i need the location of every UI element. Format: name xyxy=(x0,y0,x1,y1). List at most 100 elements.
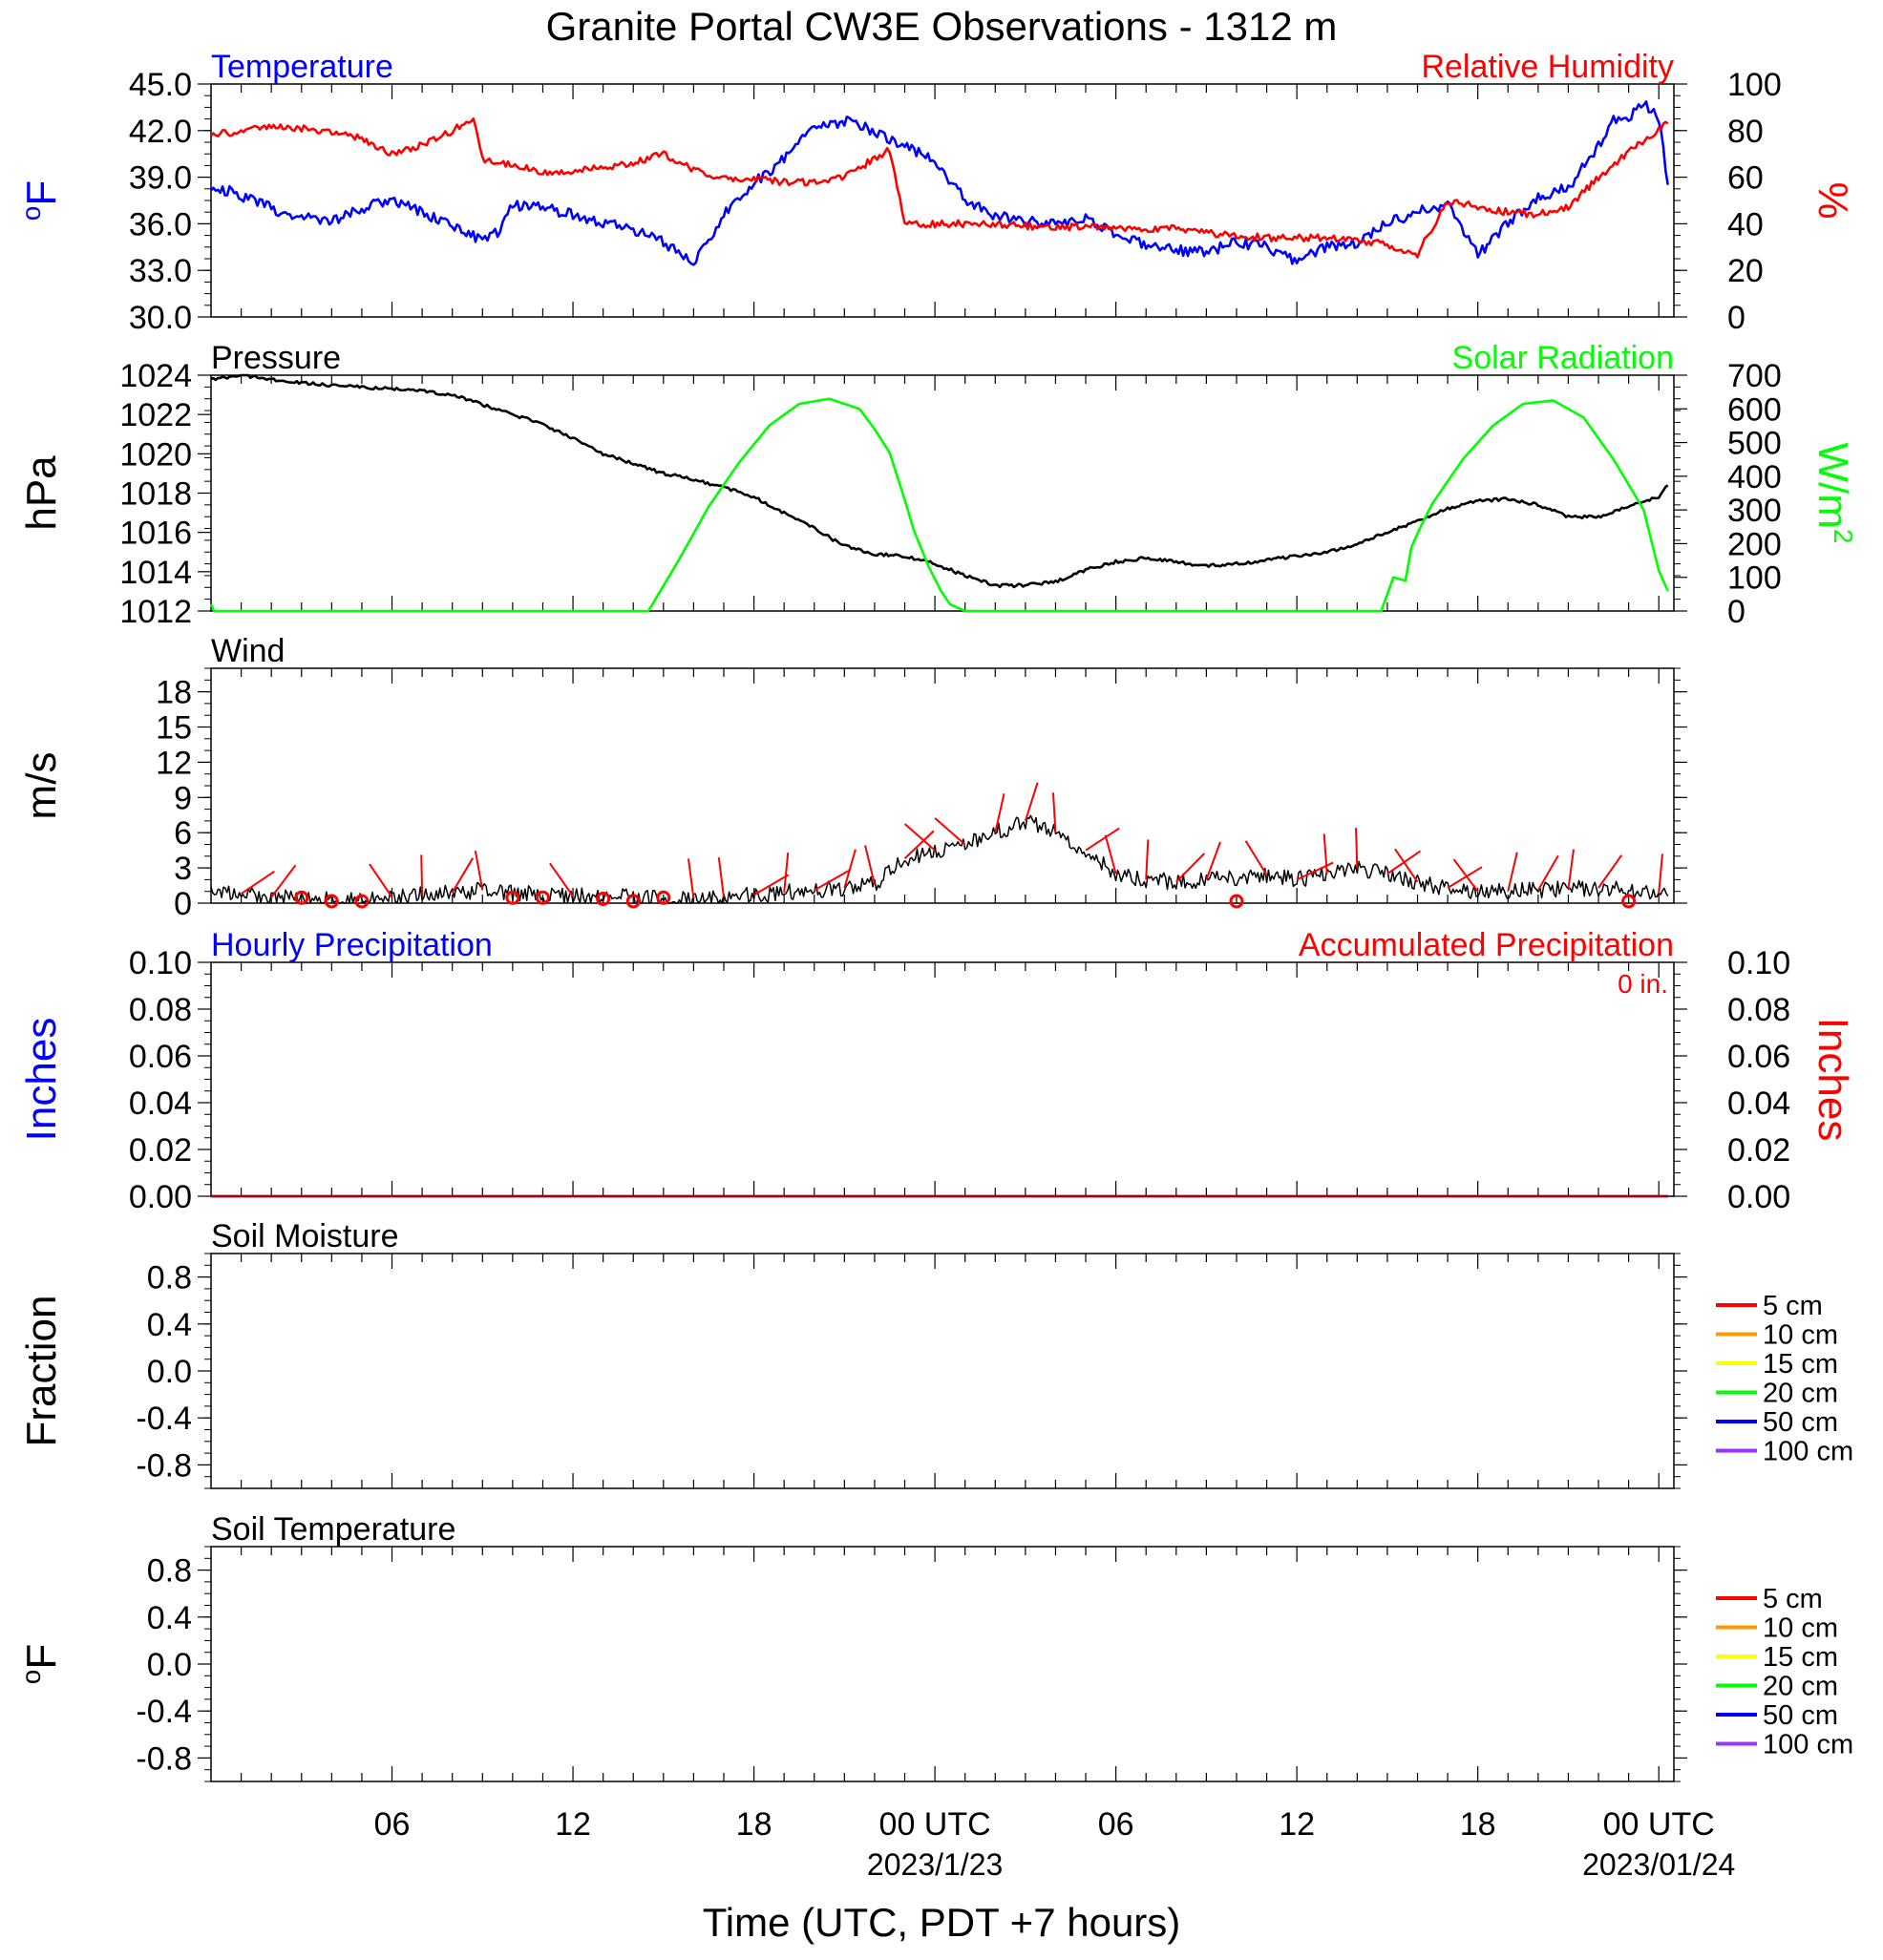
wind-barb xyxy=(451,857,475,894)
y-axis-label-left: m/s xyxy=(18,752,65,820)
wind-barb xyxy=(1507,852,1518,892)
calm-wind-marker xyxy=(1229,894,1244,909)
y-tick-label-right: 0 xyxy=(1727,594,1745,630)
wind-barb xyxy=(1145,839,1150,880)
wind-barb xyxy=(1244,840,1268,876)
wind-barb xyxy=(369,863,393,898)
plot-frame xyxy=(210,1546,1675,1782)
wind-barb xyxy=(783,853,790,894)
y-tick-label-right: 0.00 xyxy=(1727,1179,1790,1215)
y-axis-label-left: oF xyxy=(16,180,65,221)
plot-frame xyxy=(210,1253,1675,1489)
legend-label: 100 cm xyxy=(1763,1437,1853,1467)
y-tick-label-right: 500 xyxy=(1727,426,1782,462)
x-date-label: 2023/1/23 xyxy=(867,1847,1003,1882)
y-tick-label-left: 33.0 xyxy=(129,253,192,289)
legend-label: 5 cm xyxy=(1763,1291,1823,1321)
wind-barb xyxy=(1104,834,1117,875)
calm-wind-marker xyxy=(535,890,550,905)
accumulation-annotation: 0 in. xyxy=(1618,969,1668,999)
legend-label: 50 cm xyxy=(1763,1407,1838,1438)
y-axis-label-left: Inches xyxy=(18,1018,65,1142)
wind-barb xyxy=(934,817,966,846)
legend-label: 10 cm xyxy=(1763,1320,1838,1351)
y-tick-label-left: 0.8 xyxy=(147,1260,192,1296)
y-tick-label-left: 30.0 xyxy=(129,300,192,336)
x-tick-label: 12 xyxy=(1279,1806,1315,1843)
series-relative-humidity xyxy=(210,117,1669,259)
wind-barb xyxy=(843,849,857,889)
panel-precip: 0.00 0.02 0.04 0.06 0.08 0.10 0.00 0.02 0.04 0.06… xyxy=(18,927,1856,1215)
wind-barb xyxy=(864,845,876,885)
wind-barb xyxy=(241,870,275,895)
figure-title: Granite Portal CW3E Observations - 1312 … xyxy=(546,4,1338,49)
panel-title-left: Pressure xyxy=(211,340,341,376)
y-tick-label-left: 18 xyxy=(156,675,192,711)
y-axis-label-right: % xyxy=(1809,181,1856,219)
wind-barb xyxy=(1085,827,1120,852)
wind-barb xyxy=(1658,854,1663,895)
calm-wind-marker xyxy=(1621,894,1637,909)
y-tick-label-right: 60 xyxy=(1727,160,1764,197)
legend-label: 100 cm xyxy=(1763,1730,1853,1760)
y-tick-label-left: -0.8 xyxy=(136,1740,192,1777)
y-tick-label-left: 0.8 xyxy=(147,1553,192,1590)
y-tick-label-left: -0.4 xyxy=(136,1694,192,1730)
calm-wind-marker xyxy=(354,894,370,909)
x-tick-label: 18 xyxy=(736,1806,772,1843)
y-tick-label-left: 42.0 xyxy=(129,114,192,150)
y-tick-label-left: 1014 xyxy=(119,555,192,591)
y-tick-label-right: 80 xyxy=(1727,114,1764,150)
y-tick-label-left: 1018 xyxy=(119,476,192,513)
y-tick-label-left: 1024 xyxy=(119,358,192,394)
legend-label: 15 cm xyxy=(1763,1349,1838,1380)
y-tick-label-right: 600 xyxy=(1727,391,1782,428)
calm-wind-marker xyxy=(294,890,309,905)
wind-barb xyxy=(753,874,790,896)
y-tick-label-right: 0 xyxy=(1727,300,1745,336)
panel-title-right: Relative Humidity xyxy=(1421,49,1674,85)
y-tick-label-right: 400 xyxy=(1727,459,1782,495)
y-tick-label-left: 1020 xyxy=(119,436,192,473)
y-tick-label-left: 0.0 xyxy=(147,1647,192,1683)
wind-barb xyxy=(1452,858,1479,893)
wind-barb xyxy=(1536,854,1559,891)
y-tick-label-left: 9 xyxy=(174,780,192,816)
y-tick-label-left: 0.0 xyxy=(147,1354,192,1390)
y-tick-label-right: 200 xyxy=(1727,526,1782,562)
wind-barb xyxy=(717,857,725,897)
x-tick-label: 00 UTC xyxy=(879,1806,991,1843)
y-axis-label-right: Inches xyxy=(1809,1018,1856,1142)
series-solar-radiation xyxy=(209,397,1669,613)
x-tick-label: 06 xyxy=(374,1806,411,1843)
y-tick-label-left: 12 xyxy=(156,745,192,781)
panel-soil-moisture: -0.8 -0.4 0.0 0.4 0.8 Soil Moisture Fraction 5 … xyxy=(18,1218,1853,1489)
y-tick-label-left: 36.0 xyxy=(129,206,192,242)
y-axis-label-left: Fraction xyxy=(18,1296,65,1447)
legend-label: 20 cm xyxy=(1763,1379,1838,1409)
panel-title-left: Soil Temperature xyxy=(211,1511,455,1548)
y-tick-label-right: 0.08 xyxy=(1727,992,1790,1028)
wind-barb xyxy=(420,854,424,896)
legend-label: 10 cm xyxy=(1763,1613,1838,1644)
y-tick-label-left: 0.4 xyxy=(147,1600,192,1636)
series-wind xyxy=(210,814,1669,904)
wind-barb xyxy=(1447,866,1483,889)
legend-label: 15 cm xyxy=(1763,1642,1838,1673)
y-tick-label-right: 0.04 xyxy=(1727,1085,1790,1122)
y-tick-label-left: 45.0 xyxy=(129,67,192,103)
y-tick-label-right: 20 xyxy=(1727,253,1764,289)
plot-frame xyxy=(210,961,1675,1197)
panel-title-right: Accumulated Precipitation xyxy=(1299,927,1674,963)
panel-title-left: Temperature xyxy=(211,49,393,85)
wind-barb xyxy=(687,858,695,899)
wind-barb xyxy=(1597,854,1623,889)
y-tick-label-left: 1012 xyxy=(119,594,192,630)
y-tick-label-left: 0.02 xyxy=(129,1132,192,1169)
wind-barb xyxy=(1567,849,1575,890)
wind-barb xyxy=(1051,792,1057,833)
calm-wind-marker xyxy=(625,894,641,909)
y-tick-label-left: 15 xyxy=(156,710,192,747)
